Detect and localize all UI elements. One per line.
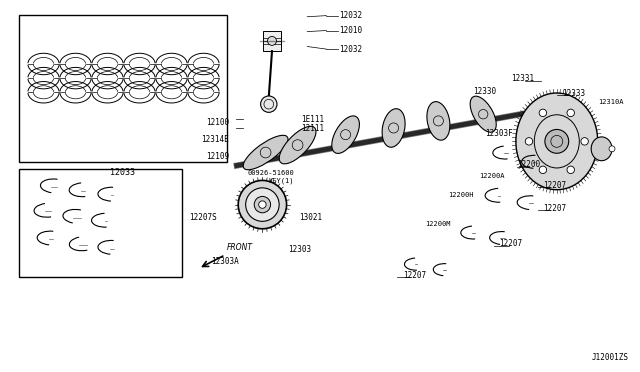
Text: 12200M: 12200M	[426, 221, 451, 227]
Text: 12207: 12207	[543, 181, 566, 190]
Bar	[263, 31, 281, 51]
Ellipse shape	[260, 96, 277, 112]
Text: 12314E: 12314E	[202, 135, 229, 144]
Text: 12310A: 12310A	[598, 99, 624, 105]
Ellipse shape	[539, 109, 547, 116]
Ellipse shape	[254, 196, 271, 213]
Text: 12331: 12331	[511, 74, 534, 83]
Ellipse shape	[581, 138, 588, 145]
Text: FRONT: FRONT	[227, 243, 253, 252]
Text: 12303: 12303	[288, 245, 311, 254]
Ellipse shape	[259, 201, 266, 208]
Text: 12333: 12333	[562, 89, 585, 97]
Bar	[19, 15, 227, 162]
Text: 12207: 12207	[403, 271, 426, 280]
Ellipse shape	[516, 93, 598, 190]
Text: 12303A: 12303A	[211, 257, 239, 266]
Ellipse shape	[382, 109, 405, 147]
Text: 12010: 12010	[339, 26, 362, 35]
Ellipse shape	[243, 135, 288, 170]
Ellipse shape	[539, 166, 547, 174]
Ellipse shape	[567, 166, 575, 174]
Text: 00926-51600: 00926-51600	[248, 170, 294, 176]
Text: 12100: 12100	[206, 118, 229, 126]
Ellipse shape	[567, 109, 575, 116]
Text: 12207: 12207	[499, 239, 522, 248]
Ellipse shape	[470, 96, 496, 132]
Text: 13021: 13021	[300, 213, 323, 222]
Ellipse shape	[427, 102, 450, 140]
Text: J12001ZS: J12001ZS	[591, 353, 628, 362]
Text: 12207: 12207	[543, 204, 566, 213]
Ellipse shape	[609, 146, 615, 152]
Ellipse shape	[332, 116, 360, 153]
Text: 12200: 12200	[517, 160, 540, 169]
Text: 12207S: 12207S	[189, 213, 216, 222]
Text: 12200H: 12200H	[448, 192, 474, 198]
Ellipse shape	[591, 137, 612, 161]
Ellipse shape	[268, 36, 276, 45]
Text: 1E111: 1E111	[301, 115, 324, 124]
Text: 12032: 12032	[339, 11, 362, 20]
Bar	[19, 169, 182, 277]
Ellipse shape	[238, 180, 287, 229]
Ellipse shape	[279, 126, 316, 164]
Ellipse shape	[545, 129, 569, 153]
Text: 12109: 12109	[206, 153, 229, 161]
Text: 12303F: 12303F	[485, 129, 513, 138]
Text: 12111: 12111	[301, 124, 324, 133]
Ellipse shape	[246, 188, 279, 221]
Text: KEY(1): KEY(1)	[269, 177, 294, 184]
Text: 12330: 12330	[474, 87, 497, 96]
Text: 12032: 12032	[339, 45, 362, 54]
Ellipse shape	[525, 138, 532, 145]
Text: 12033: 12033	[110, 168, 136, 177]
Text: 12200A: 12200A	[479, 173, 504, 179]
